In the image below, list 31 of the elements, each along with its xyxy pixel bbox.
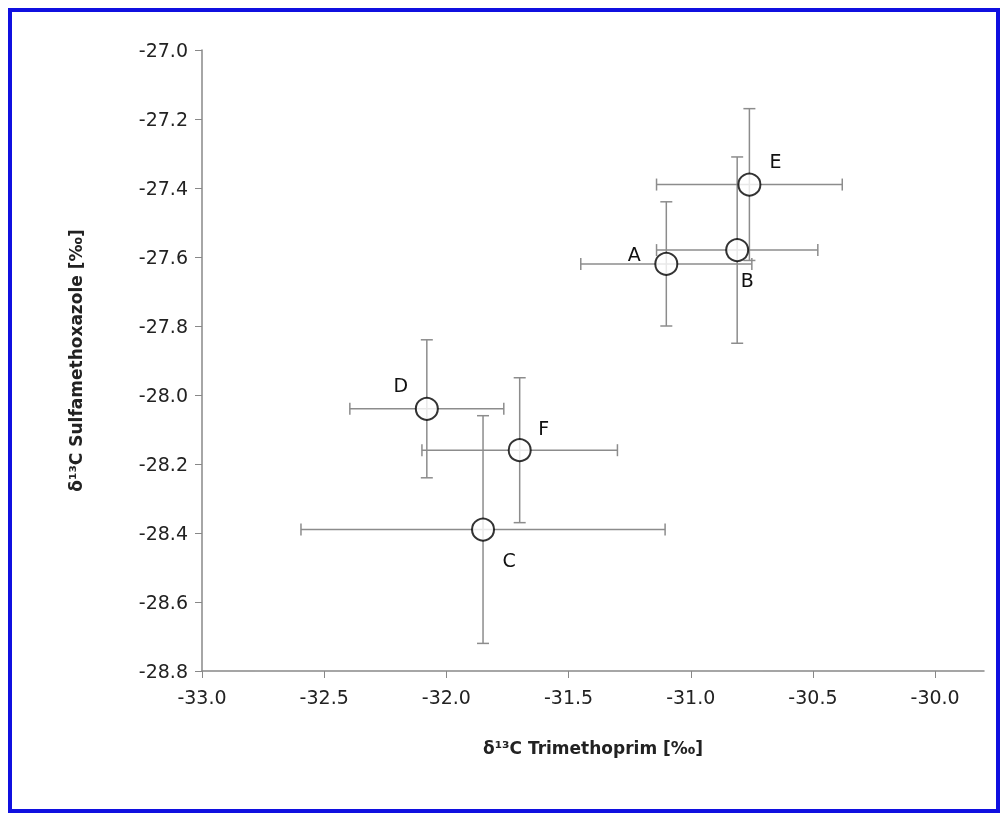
x-tick-label: -32.0 (421, 685, 471, 708)
annotation: D (393, 373, 409, 396)
x-tick-label: -30.5 (788, 685, 838, 708)
y-tick-label: -28.2 (138, 453, 188, 475)
point (414, 396, 439, 421)
y-tick-label: -28.4 (138, 522, 188, 544)
x-tick-label: -31.0 (666, 685, 716, 708)
annotation: E (769, 149, 782, 172)
x-tick-label: -33.0 (177, 685, 227, 708)
point (507, 438, 532, 463)
y-tick-label: -28.8 (138, 660, 188, 682)
x-tick-label: -32.5 (299, 685, 349, 708)
y-tick-label: -27.2 (138, 108, 188, 130)
annotation: F (538, 417, 550, 440)
x-axis-title: δ¹³C Trimethoprim [‰] (482, 737, 704, 758)
point (471, 517, 496, 542)
annotation: A (627, 242, 641, 265)
y-tick-label: -28.6 (138, 591, 188, 613)
x-tick-label: -31.5 (543, 685, 594, 708)
point (725, 238, 750, 263)
annotation: B (740, 269, 754, 292)
annotation: C (502, 548, 516, 571)
y-tick-label: -27.4 (138, 177, 188, 199)
point (654, 251, 679, 276)
y-axis-title: δ¹³C Sulfamethoxazole [‰] (65, 229, 86, 492)
y-tick-label: -27.6 (138, 246, 188, 268)
y-tick-label: -27.8 (138, 315, 188, 337)
y-tick-label: -28.0 (138, 384, 188, 406)
y-tick-label: -27.0 (138, 39, 188, 61)
point (737, 172, 762, 197)
x-tick-label: -30.0 (910, 685, 960, 708)
